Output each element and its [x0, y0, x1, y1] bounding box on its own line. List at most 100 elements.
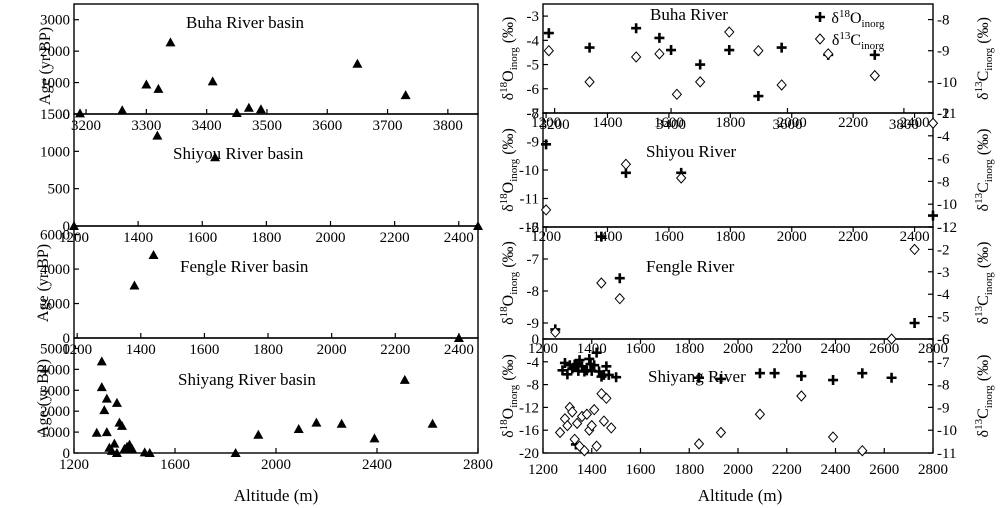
- shiyang-river-d18o-point: [601, 361, 612, 372]
- shiyang-river-d13c-point: [693, 438, 705, 450]
- shiyang-river-basin-ytick-label: 0: [63, 446, 71, 462]
- shiyang-river-basin-age-point: [369, 433, 380, 443]
- shiyang-river-d18o-point: [562, 369, 573, 380]
- fengle-river-y2tick-label: -3: [937, 265, 950, 281]
- shiyang-river-d13c-point: [754, 408, 766, 420]
- fengle-river-basin-ytick-label: 0: [63, 331, 71, 347]
- fengle-river-basin-xtick-label: 2200: [380, 342, 410, 358]
- fengle-river-y2-axis-label: δ13Cinorg (‰): [973, 242, 995, 325]
- fengle-river-y2tick-label: -5: [937, 310, 950, 326]
- fengle-river-d13c-point: [550, 326, 561, 339]
- shiyou-river-xtick-label: 1800: [715, 115, 745, 131]
- fengle-river-y2tick-label: -1: [937, 220, 950, 236]
- buha-river-d13c-point: [654, 48, 665, 60]
- shiyou-river-basin-age-point: [152, 130, 163, 140]
- buha-river-d13c-point: [776, 79, 787, 91]
- shiyang-river-d13c-point: [606, 422, 617, 434]
- shiyang-river-basin-age-point: [144, 448, 155, 457]
- left-x-axis-label: Altitude (m): [234, 486, 319, 505]
- shiyang-river-basin-age-point: [111, 397, 122, 407]
- buha-river-basin-ytick-label: 0: [63, 107, 71, 123]
- shiyang-river-d18o-point: [715, 373, 726, 384]
- buha-river-d13c-point: [671, 88, 683, 101]
- shiyang-river-d13c-point: [554, 426, 566, 439]
- buha-river-d18o-point: [869, 49, 880, 60]
- shiyang-river-y2tick-label: -10: [937, 423, 957, 439]
- shiyang-river-xtick-label: 1600: [626, 462, 656, 478]
- shiyang-river-d18o-point: [603, 369, 614, 380]
- shiyou-river-basin-age-point: [210, 152, 221, 162]
- buha-river-basin-title: Buha River basin: [186, 13, 305, 32]
- buha-river-basin-age-point: [352, 58, 363, 68]
- shiyou-river-basin-xtick-label: 2200: [380, 230, 410, 246]
- buha-river-y-axis-label: δ18Oinorg (‰): [498, 17, 520, 101]
- fengle-river-xtick-label: 2200: [838, 229, 868, 245]
- shiyang-river-basin-age-point: [109, 438, 120, 448]
- shiyou-river-y2tick-label: -2: [937, 106, 950, 122]
- shiyang-river-basin-xtick-label: 2400: [362, 457, 392, 473]
- shiyou-river-basin-xtick-label: 1400: [123, 230, 153, 246]
- fengle-river-basin-xtick-label: 1200: [62, 342, 92, 358]
- buha-river-basin-ytick-label: 2000: [40, 44, 70, 60]
- shiyou-river-y2tick-label: -8: [937, 174, 950, 190]
- shiyou-river-y2tick-label: -4: [937, 129, 950, 145]
- shiyang-river-xtick-label: 1200: [528, 341, 558, 357]
- shiyang-river-ytick-label: -16: [519, 423, 539, 439]
- shiyang-river-d18o-point: [796, 371, 807, 382]
- buha-river-xtick-label: 3800: [889, 117, 919, 133]
- buha-river-d13c-point: [630, 51, 642, 63]
- legend-d13c-label: δ13Cinorg: [832, 30, 885, 52]
- shiyou-river-ytick-label: -8: [527, 106, 540, 122]
- buha-river-basin-age-point: [153, 83, 164, 93]
- shiyou-river-basin-xtick-label: 1800: [251, 230, 281, 246]
- shiyou-river-basin-ytick-label: 0: [63, 219, 71, 235]
- shiyang-river-basin-ytick-label: 4000: [40, 362, 70, 378]
- fengle-river-basin-xtick-label: 1600: [189, 342, 219, 358]
- shiyou-river-d13c-point: [620, 158, 632, 171]
- shiyou-river-d13c-point: [540, 204, 552, 216]
- shiyang-river-basin-age-point: [101, 427, 112, 437]
- buha-river-ytick-label: -3: [527, 9, 540, 25]
- shiyang-age-axis-label: Age (yr BP): [35, 359, 52, 437]
- shiyang-river-xtick-label: 2200: [772, 462, 802, 478]
- shiyang-river-d13c-point: [581, 408, 593, 420]
- shiyang-river-xtick-label: 2800: [918, 462, 948, 478]
- shiyang-river-ytick-label: 0: [532, 332, 540, 348]
- buha-river-d18o-point: [543, 28, 554, 39]
- buha-river-d18o-point: [753, 91, 764, 102]
- shiyang-river-d18o-point: [591, 347, 602, 358]
- buha-river-y2-axis-label: δ13Cinorg (‰): [973, 17, 995, 100]
- buha-river-ytick-label: -4: [527, 33, 540, 49]
- shiyou-river-d13c-point: [927, 117, 939, 130]
- fengle-river-basin-ytick-label: 6000: [40, 228, 70, 244]
- shiyang-river-d18o-point: [611, 372, 622, 383]
- fengle-river-d13c-point: [909, 243, 920, 256]
- buha-river-d13c-point: [869, 69, 880, 82]
- shiyou-river-basin-title: Shiyou River basin: [173, 144, 304, 163]
- buha-river-xtick-label: 3600: [772, 117, 802, 133]
- fengle-river-d18o-point: [614, 273, 625, 284]
- buha-river-basin-age-point: [75, 108, 86, 118]
- shiyang-river-d18o-point: [886, 372, 897, 383]
- shiyang-river-xtick-label: 1600: [626, 341, 656, 357]
- shiyang-river-d18o-point: [589, 360, 600, 371]
- shiyou-river-y2tick-label: -6: [937, 152, 950, 168]
- buha-river-basin-xtick-label: 3800: [433, 118, 463, 134]
- shiyou-river-xtick-label: 2200: [838, 115, 868, 131]
- fengle-river-ytick-label: -7: [527, 252, 540, 268]
- buha-river-d18o-point: [776, 42, 787, 53]
- shiyang-river-y2tick-label: -9: [937, 400, 950, 416]
- fengle-age-axis-label: Age (yr BP): [35, 244, 52, 322]
- fengle-river-d13c-point: [614, 292, 625, 305]
- shiyang-river-d18o-point: [857, 368, 868, 379]
- fengle-river-ytick-label: -8: [527, 284, 540, 300]
- buha-river-ytick-label: -5: [527, 58, 540, 74]
- fengle-river-d18o-point: [909, 318, 920, 328]
- shiyang-river-d13c-point: [567, 406, 578, 418]
- shiyang-river-basin-age-point: [293, 423, 304, 433]
- shiyang-river-basin-age-point: [116, 420, 127, 430]
- shiyou-river-d13c-point: [676, 172, 687, 184]
- fengle-river-basin-xtick-label: 2400: [444, 342, 474, 358]
- shiyang-river-ytick-label: -8: [527, 378, 540, 394]
